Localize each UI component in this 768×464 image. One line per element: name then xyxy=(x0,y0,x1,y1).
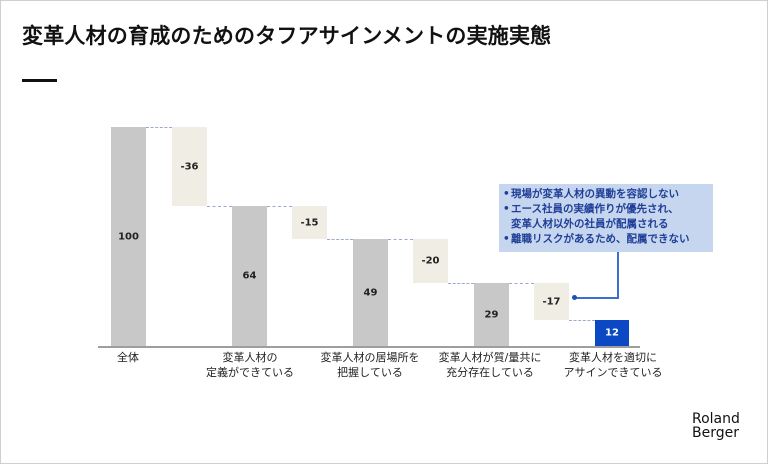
logo-line: Berger xyxy=(692,425,739,441)
roland-berger-logo: Roland Berger xyxy=(692,412,740,440)
callout-leader-line xyxy=(574,297,619,299)
connector-line xyxy=(267,206,292,207)
bar-value-label: 64 xyxy=(242,270,257,282)
bar-total-quantity: 29 xyxy=(474,283,509,346)
connector-line xyxy=(146,127,172,128)
x-axis-label-all: 全体 xyxy=(63,350,193,365)
x-axis-label-line: アサインできている xyxy=(563,366,663,379)
x-axis-label-quantity: 変革人材が質/量共に 充分存在している xyxy=(425,350,555,380)
bar-value-label: -20 xyxy=(421,255,440,267)
connector-line xyxy=(388,239,413,240)
connector-line xyxy=(327,239,353,240)
callout-anchor-dot-icon xyxy=(572,295,577,300)
x-axis-label-line: 全体 xyxy=(117,351,139,364)
bar-value-label: -17 xyxy=(542,296,561,307)
callout-leader-line xyxy=(617,252,619,298)
bar-value-label: -36 xyxy=(180,161,199,172)
bullet-icon: • xyxy=(503,233,510,245)
x-axis-label-line: 定義ができている xyxy=(206,366,294,379)
x-axis-label-line: 変革人材を適切に xyxy=(569,351,657,364)
callout-item: •エース社員の実績作りが優先され、 xyxy=(503,202,709,217)
connector-line xyxy=(207,206,232,207)
bar-final-assigned: 12 xyxy=(595,320,629,346)
callout-item: •離職リスクがあるため、配属できない xyxy=(503,232,709,247)
x-axis-label-line: 変革人材が質/量共に xyxy=(438,351,542,364)
connector-line xyxy=(448,283,474,284)
annotation-callout: •現場が変革人材の異動を容認しない •エース社員の実績作りが優先され、 変革人材… xyxy=(499,184,713,252)
bullet-icon: • xyxy=(503,203,510,215)
connector-line xyxy=(509,283,534,284)
callout-item-text: 現場が変革人材の異動を容認しない xyxy=(511,188,679,200)
x-axis-label-line: 変革人材の xyxy=(222,351,278,364)
page-title: 変革人材の育成のためのタフアサインメントの実施実態 xyxy=(22,24,552,48)
bar-delta-location: -15 xyxy=(292,206,327,239)
x-axis-label-line: 変革人材の居場所を xyxy=(320,351,420,364)
x-axis-baseline xyxy=(98,346,640,348)
bar-delta-definition: -36 xyxy=(172,127,207,206)
x-axis-label-definition: 変革人材の 定義ができている xyxy=(185,350,315,380)
callout-item: •現場が変革人材の異動を容認しない xyxy=(503,187,709,202)
callout-item-text: 変革人材以外の社員が配属される xyxy=(511,218,669,230)
callout-item-text: エース社員の実績作りが優先され、 xyxy=(511,203,679,215)
title-underline xyxy=(22,79,57,82)
bar-value-label: 49 xyxy=(363,287,378,298)
bar-delta-assignment: -17 xyxy=(534,283,569,320)
bar-total-definition: 64 xyxy=(232,206,267,346)
x-axis-label-line: 把握している xyxy=(337,366,403,379)
bar-total-location: 49 xyxy=(353,239,388,346)
bar-value-label: -15 xyxy=(300,217,319,228)
bullet-icon: • xyxy=(503,188,510,200)
logo-line: Roland xyxy=(692,411,740,427)
bar-value-label: 29 xyxy=(484,309,499,320)
bar-total-all: 100 xyxy=(111,127,146,346)
connector-line xyxy=(569,320,595,321)
bar-value-label: 100 xyxy=(118,231,139,242)
callout-item-text: 離職リスクがあるため、配属できない xyxy=(511,233,690,245)
callout-item-continuation: 変革人材以外の社員が配属される xyxy=(503,217,709,232)
bar-value-label: 12 xyxy=(605,327,619,339)
x-axis-label-assigned: 変革人材を適切に アサインできている xyxy=(548,350,678,380)
x-axis-label-location: 変革人材の居場所を 把握している xyxy=(305,350,435,380)
bar-delta-quantity: -20 xyxy=(413,239,448,283)
x-axis-label-line: 充分存在している xyxy=(446,366,534,379)
